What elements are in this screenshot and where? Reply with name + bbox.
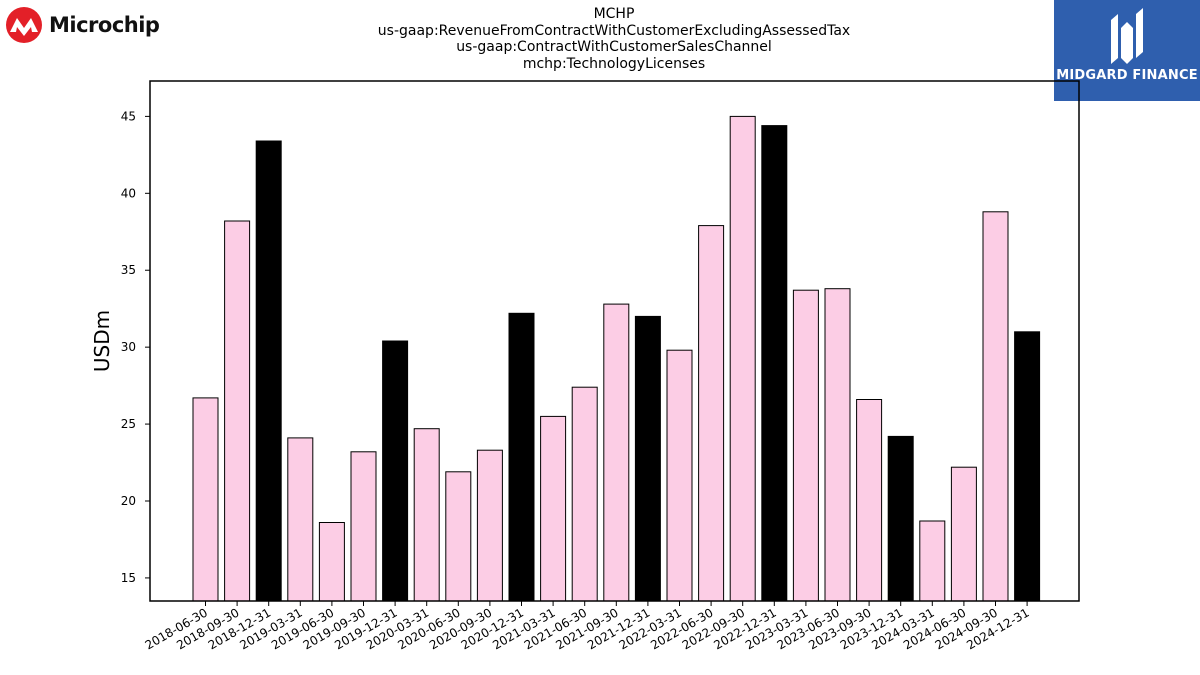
y-axis-title: USDm <box>90 310 114 372</box>
y-axis: 15 20 25 30 35 40 45 <box>121 109 150 585</box>
bar-2023-03-31 <box>792 289 819 602</box>
bar-2024-09-30 <box>982 211 1009 602</box>
bar-2020-03-31 <box>413 428 440 602</box>
title-line-ticker: MCHP <box>593 6 635 22</box>
bar-2022-09-30 <box>729 115 756 602</box>
bar-2021-12-31 <box>634 315 661 602</box>
bar-2018-06-30 <box>192 397 219 602</box>
bar-2018-09-30 <box>224 220 251 602</box>
chart-title: MCHP us-gaap:RevenueFromContractWithCust… <box>330 6 898 72</box>
bar-2024-12-31 <box>1014 331 1041 602</box>
y-tick-label: 20 <box>121 494 136 508</box>
bar-2021-09-30 <box>603 303 630 602</box>
title-line-axis: us-gaap:ContractWithCustomerSalesChannel <box>456 39 772 55</box>
title-line-concept: us-gaap:RevenueFromContractWithCustomerE… <box>377 22 851 39</box>
y-tick-label: 15 <box>121 571 136 585</box>
bar-2023-09-30 <box>856 399 883 602</box>
bar-2018-12-31 <box>255 140 282 602</box>
y-tick-label: 30 <box>121 340 136 354</box>
microchip-logo: Microchip <box>5 5 160 45</box>
microchip-mark-icon <box>6 7 42 43</box>
microchip-wordmark: Microchip <box>49 13 160 37</box>
midgard-wordmark: MIDGARD FINANCE <box>1056 68 1198 83</box>
bar-2020-09-30 <box>476 449 503 602</box>
title-line-member: mchp:TechnologyLicenses <box>522 55 706 72</box>
midgard-mark-icon <box>1111 8 1143 64</box>
y-tick-label: 35 <box>121 263 136 277</box>
bars-layer <box>192 115 1041 602</box>
bar-2022-12-31 <box>761 125 788 602</box>
bar-2023-12-31 <box>887 435 914 602</box>
bar-2021-03-31 <box>540 415 567 602</box>
bar-2019-03-31 <box>287 437 314 602</box>
plot-frame <box>149 80 1080 602</box>
y-tick-label: 45 <box>121 109 136 123</box>
bar-2019-06-30 <box>318 522 345 602</box>
bar-2019-09-30 <box>350 451 377 602</box>
y-tick-label: 25 <box>121 417 136 431</box>
x-axis: 2018-06-302018-09-302018-12-312019-03-31… <box>143 601 1032 652</box>
bar-2022-03-31 <box>666 349 693 602</box>
bar-2021-06-30 <box>571 386 598 602</box>
bar-2024-03-31 <box>919 520 946 602</box>
bar-2020-06-30 <box>445 471 472 602</box>
y-tick-label: 40 <box>121 186 136 200</box>
bar-2020-12-31 <box>508 312 535 602</box>
bar-2019-12-31 <box>382 340 409 602</box>
bar-2022-06-30 <box>698 225 725 602</box>
bar-2023-06-30 <box>824 288 851 602</box>
bar-2024-06-30 <box>950 466 977 602</box>
